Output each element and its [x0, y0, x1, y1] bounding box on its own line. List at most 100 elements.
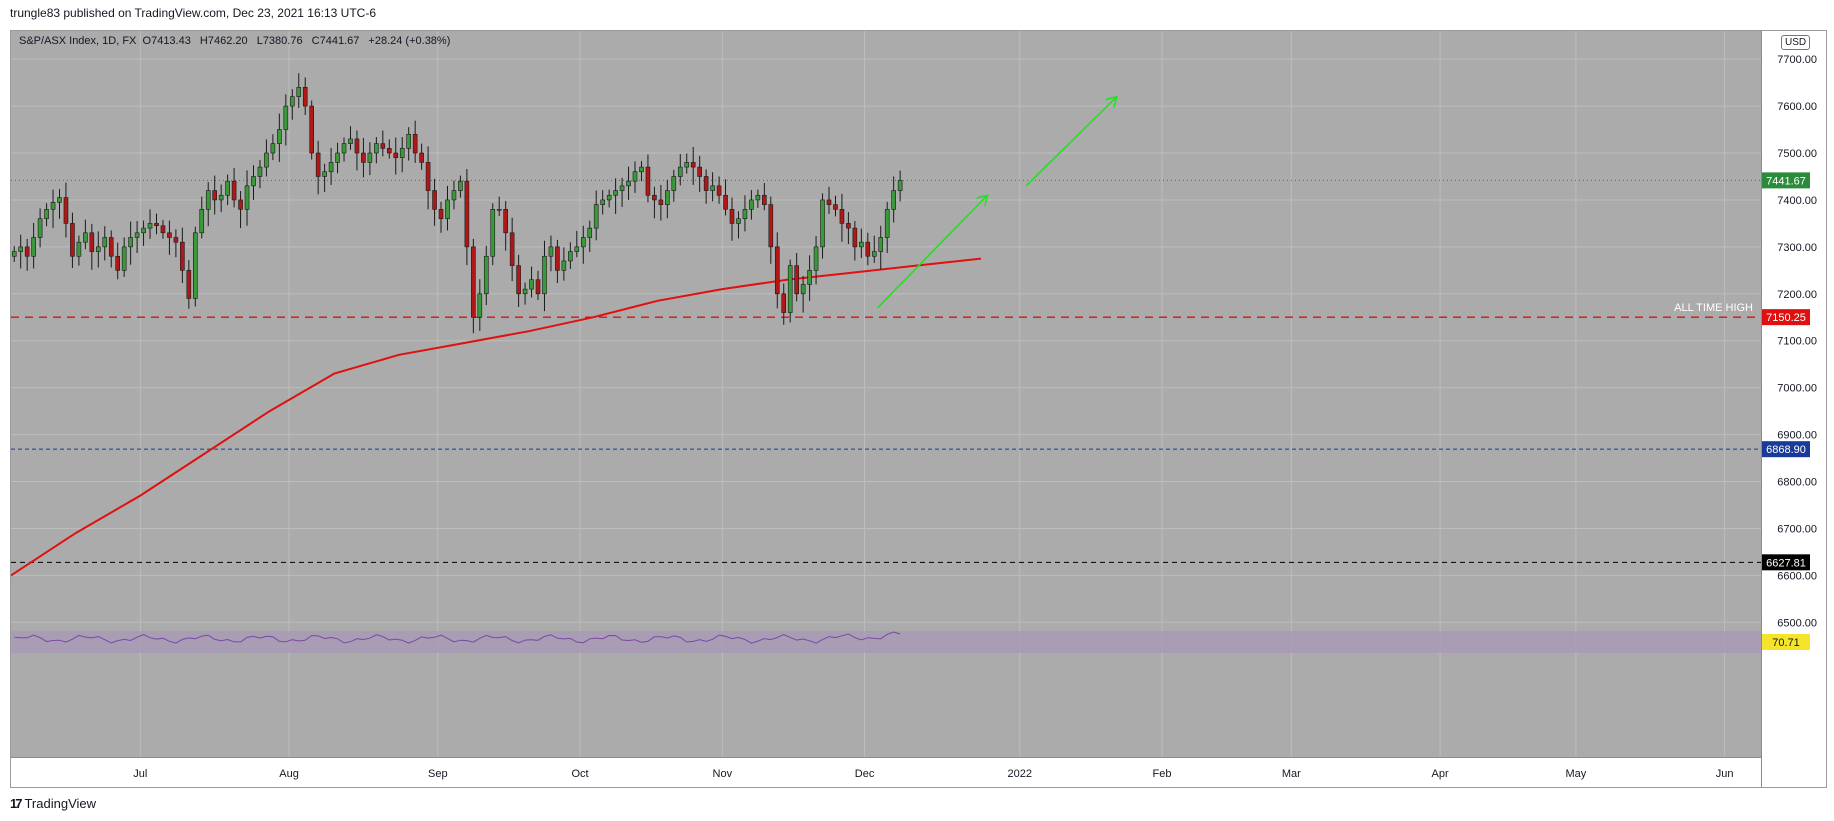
- chart-frame[interactable]: ALL TIME HIGH S&P/ASX Index, 1D, FX O741…: [10, 30, 1827, 788]
- current-price-tag: 7441.67: [1766, 175, 1806, 187]
- candle-body-up: [205, 190, 211, 210]
- candle-body-up: [787, 265, 793, 313]
- candle: [626, 166, 631, 200]
- candle-body-up: [632, 171, 638, 182]
- time-axis[interactable]: Jul Aug Sep Oct Nov Dec 2022 Feb Mar Apr May Jun: [11, 757, 1761, 787]
- candle: [568, 242, 573, 269]
- candle: [483, 245, 489, 306]
- candle-body-down: [438, 209, 444, 220]
- candle: [192, 226, 198, 307]
- candle-body-up: [199, 209, 205, 234]
- candle-body-up: [283, 105, 289, 130]
- price-axis[interactable]: 6500.00 6600.00 6700.00 6800.00 6900.00 7000.…: [1761, 31, 1826, 787]
- candle: [37, 208, 43, 248]
- candle: [600, 190, 605, 215]
- candle: [580, 225, 586, 264]
- candle: [244, 170, 250, 226]
- candle: [108, 230, 114, 268]
- candle: [257, 160, 263, 189]
- candle-body-up: [580, 237, 586, 248]
- candle-body-up: [102, 237, 108, 248]
- candle-body-down: [212, 190, 217, 201]
- candle: [406, 127, 411, 161]
- candle-body-down: [425, 162, 431, 191]
- candle-body-down: [716, 185, 722, 196]
- candle: [555, 239, 560, 284]
- candle-body-down: [464, 180, 470, 248]
- candle-body-down: [865, 241, 871, 257]
- candle: [574, 230, 580, 258]
- candle-body-down: [723, 194, 728, 210]
- candle: [328, 147, 334, 185]
- level-price-tag: 6868.90: [1766, 444, 1806, 456]
- candle-body-up: [820, 199, 825, 248]
- candle-body-down: [89, 232, 95, 252]
- candle-body-down: [826, 199, 832, 205]
- candle: [458, 175, 463, 198]
- candle-body-up: [600, 199, 605, 205]
- candle-body-up: [18, 246, 24, 252]
- candle: [606, 189, 612, 208]
- candle: [160, 220, 166, 239]
- candle: [173, 229, 179, 258]
- candle: [587, 220, 593, 253]
- candle-body-up: [859, 241, 864, 248]
- time-tick-label: Nov: [713, 768, 733, 780]
- candle-body-down: [690, 162, 696, 168]
- currency-button[interactable]: USD: [1781, 35, 1811, 50]
- candle-body-down: [160, 225, 166, 234]
- tradingview-logo[interactable]: 17 TradingView: [10, 796, 96, 811]
- candle: [477, 279, 483, 331]
- candle: [852, 221, 858, 261]
- candle-body-up: [568, 251, 573, 262]
- price-tick-label: 7500.00: [1777, 148, 1817, 160]
- time-tick-label: Sep: [428, 768, 448, 780]
- candle-body-up: [813, 246, 819, 271]
- time-tick-label: Oct: [571, 768, 588, 780]
- candle-body-up: [251, 176, 256, 187]
- candle-body-down: [115, 255, 121, 271]
- legend-symbol[interactable]: S&P/ASX Index, 1D, FX: [19, 35, 137, 47]
- candle: [690, 146, 696, 185]
- candle-body-up: [218, 194, 224, 201]
- candle-body-up: [749, 199, 754, 210]
- candle: [218, 184, 224, 213]
- tradingview-brand: TradingView: [24, 796, 97, 811]
- candle-body-up: [328, 162, 334, 173]
- time-tick-label: May: [1565, 768, 1586, 780]
- candle-body-up: [710, 185, 715, 191]
- candle-body-down: [794, 265, 799, 295]
- level-price-tag-bg: [1762, 309, 1810, 326]
- candle: [464, 168, 470, 266]
- candle-body-up: [37, 218, 43, 238]
- rsi-line: [14, 631, 901, 644]
- candle: [736, 211, 741, 239]
- candle: [839, 193, 845, 242]
- price-tick-label: 7300.00: [1777, 242, 1817, 254]
- candle: [639, 160, 644, 182]
- candle: [335, 142, 340, 174]
- time-axis-svg: Jul Aug Sep Oct Nov Dec 2022 Feb Mar Apr May Jun: [133, 768, 1733, 780]
- candle: [63, 182, 69, 238]
- candle-body-up: [884, 209, 890, 238]
- legend-low-key: L: [256, 35, 263, 47]
- candle-body-down: [419, 152, 424, 163]
- candle-body-up: [626, 180, 631, 187]
- candle-body-down: [231, 180, 237, 201]
- candle: [503, 200, 508, 251]
- candle: [128, 221, 133, 265]
- candle-body-up: [542, 255, 547, 295]
- candle: [807, 255, 812, 301]
- candle: [509, 217, 515, 282]
- candle: [367, 142, 373, 176]
- candle-body-down: [63, 197, 69, 224]
- candle-body-up: [878, 237, 884, 252]
- price-plot[interactable]: ALL TIME HIGH: [11, 31, 1761, 757]
- candle: [50, 189, 56, 229]
- candle-body-up: [57, 197, 62, 203]
- candle-body-up: [322, 171, 327, 177]
- candle-body-up: [83, 232, 88, 243]
- candle: [884, 201, 890, 253]
- candle: [846, 212, 851, 245]
- candle: [768, 196, 774, 264]
